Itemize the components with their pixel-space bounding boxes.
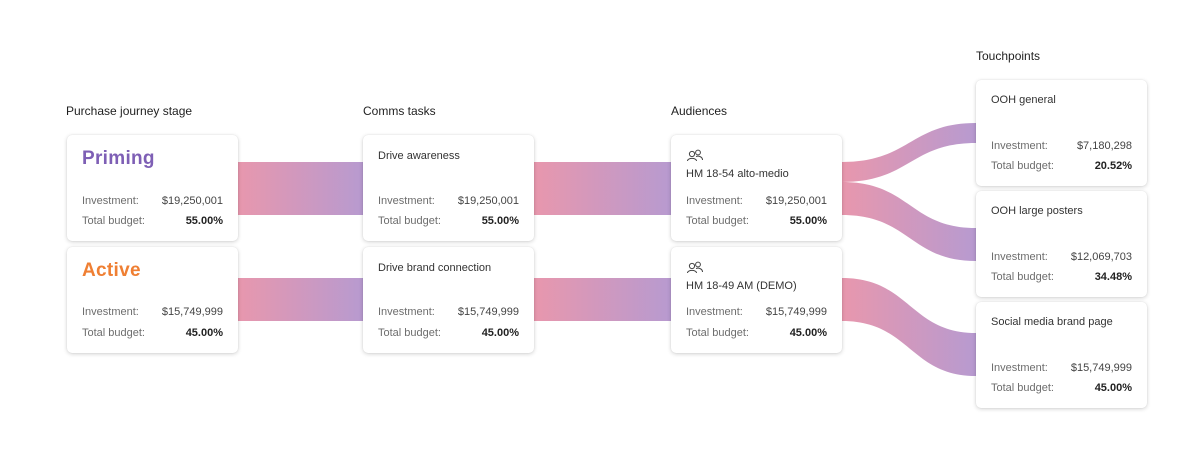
audience-card-hm-18-54[interactable]: HM 18-54 alto-medio Investment: $19,250,0… — [671, 135, 842, 241]
budget-row: Total budget: 45.00% — [82, 327, 223, 339]
budget-value: 34.48% — [1094, 271, 1132, 283]
flow-awareness-audience1 — [534, 162, 672, 215]
column-title-stage: Purchase journey stage — [66, 104, 193, 118]
comms-task-name: Drive awareness — [378, 150, 460, 162]
budget-label: Total budget: — [378, 215, 441, 227]
investment-row: Investment: $15,749,999 — [991, 362, 1132, 374]
budget-label: Total budget: — [686, 215, 749, 227]
budget-row: Total budget: 20.52% — [991, 160, 1132, 172]
investment-value: $15,749,999 — [161, 306, 223, 318]
budget-label: Total budget: — [82, 215, 145, 227]
comms-card-brand-connection[interactable]: Drive brand connection Investment: $15,74… — [363, 247, 534, 353]
flow-active-connection — [237, 278, 364, 321]
investment-value: $15,749,999 — [457, 306, 519, 318]
investment-label: Investment: — [378, 195, 435, 207]
audience-name: HM 18-54 alto-medio — [686, 168, 789, 180]
budget-value: 55.00% — [481, 215, 519, 227]
investment-value: $15,749,999 — [1070, 362, 1132, 374]
audience-group-icon — [687, 149, 703, 162]
budget-row: Total budget: 45.00% — [378, 327, 519, 339]
budget-row: Total budget: 45.00% — [686, 327, 827, 339]
budget-value: 45.00% — [789, 327, 827, 339]
investment-label: Investment: — [991, 362, 1048, 374]
budget-value: 55.00% — [789, 215, 827, 227]
investment-label: Investment: — [991, 251, 1048, 263]
investment-label: Investment: — [686, 195, 743, 207]
investment-value: $19,250,001 — [161, 195, 223, 207]
investment-value: $7,180,298 — [1076, 140, 1132, 152]
budget-row: Total budget: 55.00% — [378, 215, 519, 227]
touchpoint-card-social-media[interactable]: Social media brand page Investment: $15,7… — [976, 302, 1147, 408]
column-title-comms: Comms tasks — [363, 104, 436, 118]
audience-name: HM 18-49 AM (DEMO) — [686, 280, 797, 292]
investment-value: $12,069,703 — [1070, 251, 1132, 263]
budget-label: Total budget: — [686, 327, 749, 339]
investment-row: Investment: $15,749,999 — [378, 306, 519, 318]
touchpoint-name: OOH large posters — [991, 205, 1083, 217]
stage-name: Active — [82, 260, 141, 281]
investment-row: Investment: $15,749,999 — [686, 306, 827, 318]
touchpoint-card-ooh-large-posters[interactable]: OOH large posters Investment: $12,069,703… — [976, 191, 1147, 297]
audience-group-icon — [687, 261, 703, 274]
investment-value: $19,250,001 — [765, 195, 827, 207]
budget-label: Total budget: — [991, 271, 1054, 283]
stage-card-active[interactable]: Active Investment: $15,749,999 Total budg… — [67, 247, 238, 353]
investment-value: $15,749,999 — [765, 306, 827, 318]
budget-value: 55.00% — [185, 215, 223, 227]
budget-value: 20.52% — [1094, 160, 1132, 172]
budget-label: Total budget: — [991, 160, 1054, 172]
column-title-audiences: Audiences — [671, 104, 728, 118]
flow-audience1-ooh-general — [842, 123, 976, 182]
budget-row: Total budget: 45.00% — [991, 382, 1132, 394]
flow-connection-audience2 — [534, 278, 672, 321]
investment-label: Investment: — [378, 306, 435, 318]
budget-label: Total budget: — [991, 382, 1054, 394]
touchpoint-name: OOH general — [991, 94, 1056, 106]
budget-row: Total budget: 34.48% — [991, 271, 1132, 283]
comms-card-awareness[interactable]: Drive awareness Investment: $19,250,001 T… — [363, 135, 534, 241]
investment-value: $19,250,001 — [457, 195, 519, 207]
budget-row: Total budget: 55.00% — [686, 215, 827, 227]
flow-audience1-ooh-large — [842, 182, 976, 261]
investment-row: Investment: $12,069,703 — [991, 251, 1132, 263]
budget-label: Total budget: — [82, 327, 145, 339]
budget-value: 45.00% — [185, 327, 223, 339]
comms-task-name: Drive brand connection — [378, 262, 492, 274]
flow-priming-awareness — [237, 162, 364, 215]
stage-name: Priming — [82, 148, 155, 169]
stage-card-priming[interactable]: Priming Investment: $19,250,001 Total bud… — [67, 135, 238, 241]
flow-audience2-social — [842, 278, 976, 376]
investment-label: Investment: — [82, 306, 139, 318]
budget-value: 45.00% — [481, 327, 519, 339]
budget-row: Total budget: 55.00% — [82, 215, 223, 227]
investment-label: Investment: — [991, 140, 1048, 152]
audience-card-hm-18-49[interactable]: HM 18-49 AM (DEMO) Investment: $15,749,99… — [671, 247, 842, 353]
investment-row: Investment: $19,250,001 — [378, 195, 519, 207]
column-title-touchpoints: Touchpoints — [976, 49, 1041, 63]
budget-label: Total budget: — [378, 327, 441, 339]
investment-row: Investment: $19,250,001 — [82, 195, 223, 207]
investment-row: Investment: $7,180,298 — [991, 140, 1132, 152]
investment-label: Investment: — [82, 195, 139, 207]
investment-label: Investment: — [686, 306, 743, 318]
budget-value: 45.00% — [1094, 382, 1132, 394]
investment-row: Investment: $15,749,999 — [82, 306, 223, 318]
touchpoint-card-ooh-general[interactable]: OOH general Investment: $7,180,298 Total … — [976, 80, 1147, 186]
touchpoint-name: Social media brand page — [991, 316, 1113, 328]
investment-row: Investment: $19,250,001 — [686, 195, 827, 207]
